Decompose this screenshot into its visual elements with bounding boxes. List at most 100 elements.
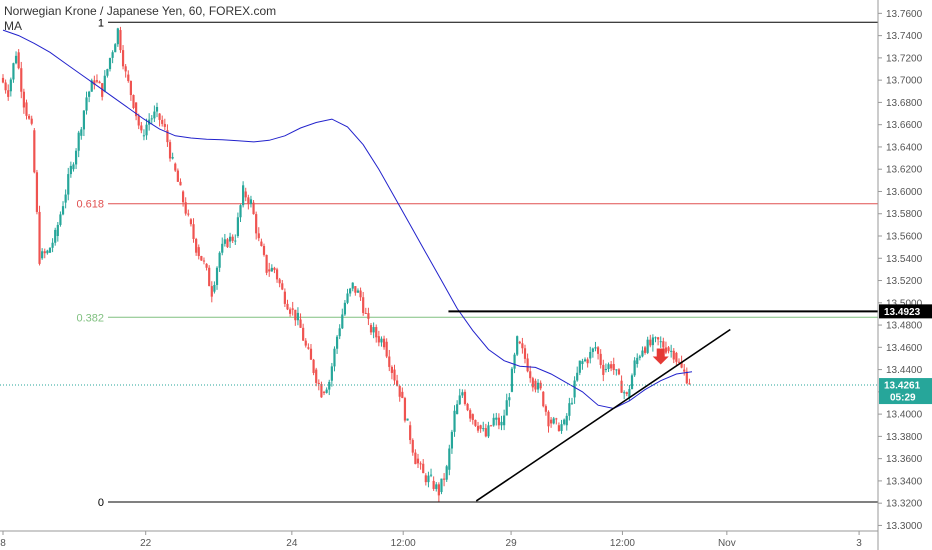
candle-body — [349, 288, 352, 294]
candle-body — [142, 135, 146, 137]
candle-body — [356, 290, 360, 293]
candle-body — [445, 466, 448, 480]
candle-body — [145, 124, 148, 136]
candle-body — [95, 80, 99, 82]
current-price-label: 13.4261 — [884, 381, 921, 392]
candle-body — [662, 341, 665, 348]
candle-body — [643, 347, 647, 353]
candle-body — [121, 50, 125, 67]
candle-body — [550, 419, 553, 424]
candle-body — [542, 391, 545, 407]
candle-body — [422, 463, 425, 474]
candle-body — [380, 338, 383, 343]
candle-body — [226, 239, 229, 248]
candle-body — [487, 425, 490, 437]
candle-body — [181, 191, 185, 203]
candle-body — [108, 58, 112, 70]
chart-header: Norwegian Krone / Japanese Yen, 60, FORE… — [4, 4, 276, 34]
time-axis[interactable]: 8 22 24 12:00 29 12:00 Nov 3 — [0, 530, 878, 549]
candle-body — [35, 172, 39, 212]
candle-body — [255, 214, 258, 234]
candle-body — [278, 279, 281, 284]
candle-body — [576, 372, 579, 381]
price-tick-label: 13.7600 — [886, 9, 923, 20]
candle-body — [17, 52, 20, 69]
candle-body — [252, 202, 255, 215]
price-tick-label: 13.3600 — [886, 454, 923, 465]
drawings[interactable] — [0, 310, 878, 502]
candle-body — [101, 83, 104, 97]
candle-body — [615, 369, 618, 371]
fib-retracement[interactable]: 1 0.618 0.382 0 — [76, 17, 878, 509]
candle-body — [670, 350, 673, 352]
candle-body — [155, 107, 159, 112]
candle-body — [427, 475, 430, 483]
candle-body — [7, 90, 10, 97]
candle-body — [291, 308, 294, 310]
candle-body — [657, 337, 660, 340]
indicator-label[interactable]: MA — [4, 19, 22, 33]
candle-body — [497, 417, 500, 426]
price-tick-label: 13.4400 — [886, 365, 923, 376]
candle-body — [302, 327, 305, 341]
price-tick-label: 13.5600 — [886, 232, 923, 243]
price-tick-label: 13.6800 — [886, 98, 923, 109]
ma-line — [2, 29, 693, 410]
candle-body — [88, 91, 91, 97]
candle-body — [322, 391, 326, 393]
candle-body — [116, 28, 119, 45]
candle-body — [503, 415, 506, 426]
candle-body — [239, 205, 242, 218]
candle-body — [560, 424, 563, 432]
candle-body — [450, 431, 454, 449]
candle-body — [283, 291, 286, 304]
candle-body — [260, 241, 263, 246]
candle-body — [659, 341, 662, 343]
candle-body — [111, 52, 114, 58]
candle-body — [330, 366, 333, 381]
candle-body — [135, 102, 138, 117]
candle-body — [210, 286, 213, 297]
time-tick-label: 12:00 — [610, 538, 635, 549]
candle-body — [4, 82, 7, 91]
candle-body — [82, 110, 86, 130]
time-tick-label: 22 — [140, 538, 152, 549]
candle-body — [555, 418, 558, 420]
candle-body — [22, 91, 25, 108]
candle-body — [46, 250, 49, 254]
candle-body — [607, 364, 610, 370]
candle-body — [419, 463, 422, 465]
candle-body — [103, 75, 106, 92]
price-tick-label: 13.4000 — [886, 410, 923, 421]
candle-body — [578, 360, 581, 373]
candle-body — [215, 267, 219, 285]
candle-body — [213, 284, 216, 292]
price-tick-label: 13.3800 — [886, 432, 923, 443]
candle-body — [67, 174, 70, 195]
price-axis[interactable]: 13.7600 13.7400 13.7200 13.7000 13.6800 13.66… — [877, 0, 932, 550]
candle-body — [628, 389, 631, 398]
candle-body — [249, 199, 253, 204]
candle-body — [581, 361, 584, 365]
candle-body — [41, 251, 44, 259]
candle-body — [377, 336, 380, 343]
candle-body — [461, 392, 464, 396]
candle-body — [296, 312, 300, 321]
candle-body — [14, 55, 18, 64]
candle-body — [362, 297, 365, 313]
candle-body — [72, 164, 75, 170]
price-tick-label: 13.4800 — [886, 321, 923, 332]
candle-body — [69, 165, 72, 175]
candle-body — [636, 357, 639, 365]
candle-body — [289, 309, 292, 314]
candle-body — [440, 478, 443, 493]
candle-body — [351, 282, 354, 289]
price-tick-label: 13.6000 — [886, 187, 923, 198]
candle-body — [596, 347, 600, 354]
candle-body — [174, 163, 177, 171]
candle-body — [675, 352, 678, 362]
candle-body — [150, 118, 153, 120]
candle-body — [375, 327, 378, 338]
candle-body — [275, 269, 279, 280]
